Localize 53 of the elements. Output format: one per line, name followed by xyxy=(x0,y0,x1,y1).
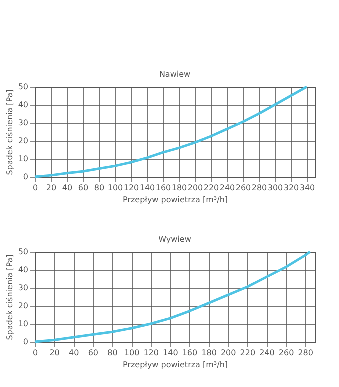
y-tick-label: 0 xyxy=(23,338,28,346)
y-tick-label: 40 xyxy=(18,266,28,274)
x-tick-label: 220 xyxy=(204,184,220,192)
x-tick-label: 260 xyxy=(236,184,252,192)
chart-title: Wywiew xyxy=(158,235,192,244)
y-tick-label: 50 xyxy=(18,82,28,92)
x-tick-label: 120 xyxy=(144,348,160,358)
x-tick-label: 60 xyxy=(88,348,99,358)
x-tick-label: 340 xyxy=(300,184,316,192)
x-tick-label: 320 xyxy=(284,184,300,192)
x-tick-label: 280 xyxy=(252,184,268,192)
y-tick-label: 50 xyxy=(18,248,28,256)
x-tick-label: 160 xyxy=(156,184,172,192)
x-tick-label: 100 xyxy=(108,184,124,192)
y-tick-label: 10 xyxy=(18,154,28,164)
y-tick-label: 30 xyxy=(18,284,28,292)
x-tick-label: 40 xyxy=(62,184,73,192)
x-tick-label: 240 xyxy=(220,184,236,192)
x-tick-label: 200 xyxy=(220,348,236,358)
y-tick-label: 10 xyxy=(18,320,28,328)
y-tick-label: 20 xyxy=(18,136,28,146)
x-tick-label: 180 xyxy=(202,348,217,358)
x-tick-label: 100 xyxy=(124,348,140,358)
x-tick-label: 60 xyxy=(78,184,89,192)
x-tick-label: 300 xyxy=(268,184,284,192)
x-tick-label: 140 xyxy=(140,184,156,192)
x-tick-label: 280 xyxy=(298,348,314,358)
x-tick-label: 20 xyxy=(46,184,57,192)
x-tick-label: 80 xyxy=(108,348,118,358)
chart-title: Nawiew xyxy=(159,70,192,79)
x-tick-label: 20 xyxy=(50,348,60,358)
x-axis-title: Przepływ powietrza [m³/h] xyxy=(122,360,228,370)
x-tick-label: 220 xyxy=(240,348,256,358)
x-tick-label: 260 xyxy=(278,348,294,358)
y-tick-label: 0 xyxy=(23,172,28,182)
x-tick-label: 160 xyxy=(182,348,198,358)
y-axis-title: Spadek ciśnienia [Pa] xyxy=(5,90,14,176)
x-tick-label: 80 xyxy=(94,184,105,192)
x-tick-label: 180 xyxy=(172,184,188,192)
x-tick-label: 40 xyxy=(69,348,80,358)
x-tick-label: 120 xyxy=(124,184,140,192)
y-axis-title: Spadek ciśnienia [Pa] xyxy=(5,254,14,340)
line-series xyxy=(34,250,312,344)
line-series xyxy=(34,86,308,178)
x-tick-label: 200 xyxy=(188,184,204,192)
x-tick-label: 140 xyxy=(163,348,178,358)
x-axis-title: Przepływ powietrza [m³/h] xyxy=(122,196,228,204)
x-tick-label: 0 xyxy=(32,348,38,358)
y-tick-label: 40 xyxy=(18,100,28,110)
y-tick-label: 30 xyxy=(18,118,28,128)
y-tick-label: 20 xyxy=(18,302,28,310)
x-tick-label: 0 xyxy=(32,184,38,192)
x-tick-label: 240 xyxy=(260,348,275,358)
